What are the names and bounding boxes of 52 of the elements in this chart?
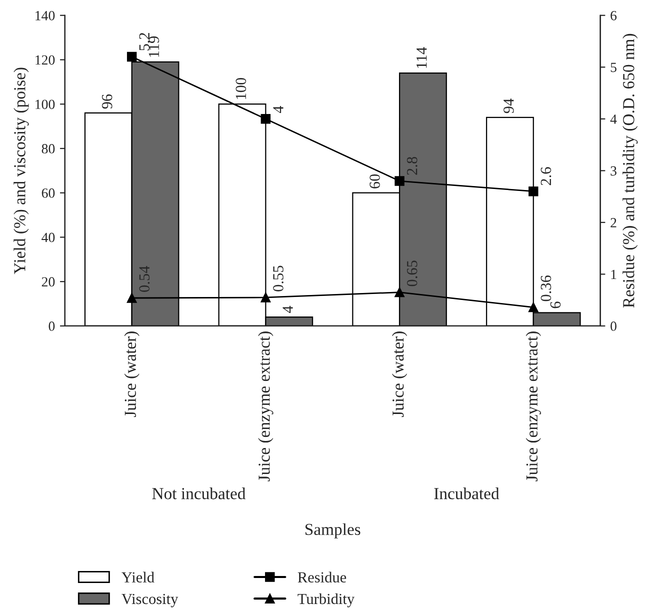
legend-label: Viscosity <box>122 594 178 608</box>
text: Not incubated <box>152 488 246 500</box>
y-tick-label: 0 <box>48 322 55 331</box>
point <box>394 287 404 298</box>
point <box>394 176 404 186</box>
legend-label: Turbidity <box>298 593 355 608</box>
data-label: 60 <box>370 174 380 188</box>
point <box>260 292 271 302</box>
x-tick-label: Juice (water) <box>124 332 140 417</box>
x-tick-label: Juice (water) <box>392 332 408 417</box>
y2-tick-label: 1 <box>611 270 616 280</box>
data-label: 119 <box>148 36 160 57</box>
data-label: 94 <box>504 98 514 114</box>
x-tick-label: Juice (enzyme extract) <box>526 332 541 482</box>
y2-tick-label: 2 <box>610 218 616 228</box>
data-label: 100 <box>236 78 246 99</box>
y-tick-label: 60 <box>42 188 55 198</box>
legend-label: Yield <box>122 572 154 583</box>
data-label: 5.2 <box>139 32 150 50</box>
data-label: 0.54 <box>139 266 150 292</box>
y-tick-label: 40 <box>42 232 55 242</box>
data-label: 4 <box>273 106 284 114</box>
y-tick-label: 120 <box>36 55 55 65</box>
y2-axis-title: Residue (%) and turbidity (O.D. 650 nm) <box>622 34 638 308</box>
point <box>126 52 137 62</box>
y2-tick-label: 5 <box>610 62 616 72</box>
data-label: 2.6 <box>540 167 552 186</box>
data-label: 2.8 <box>406 156 418 175</box>
point <box>126 293 137 303</box>
data-label: 0.65 <box>406 260 418 286</box>
data-label: 96 <box>102 94 112 109</box>
text: Incubated <box>434 488 500 500</box>
y2-tick-label: 4 <box>610 114 617 124</box>
point <box>528 302 538 312</box>
x-tick-label: Juice (enzyme extract) <box>258 332 274 482</box>
x-axis-title: Samples <box>305 523 360 538</box>
data-label: 0.36 <box>540 275 552 302</box>
y2-tick-label: 0 <box>610 322 616 331</box>
y-tick-label: 80 <box>42 144 55 154</box>
y2-tick-label: 3 <box>610 166 616 176</box>
y2-tick-label: 6 <box>610 10 617 20</box>
data-label: 0.55 <box>273 266 284 292</box>
data-label: 4 <box>282 306 293 313</box>
y-tick-label: 20 <box>42 277 55 287</box>
point <box>260 114 271 124</box>
point <box>528 186 538 196</box>
y-axis-title: Yield (%) and viscosity (poise) <box>14 68 29 274</box>
y-tick-label: 100 <box>36 100 55 110</box>
y-tick-label: 140 <box>36 10 55 20</box>
data-label: 6 <box>550 302 561 308</box>
data-label: 114 <box>416 47 427 68</box>
legend-label: Residue <box>298 572 346 583</box>
